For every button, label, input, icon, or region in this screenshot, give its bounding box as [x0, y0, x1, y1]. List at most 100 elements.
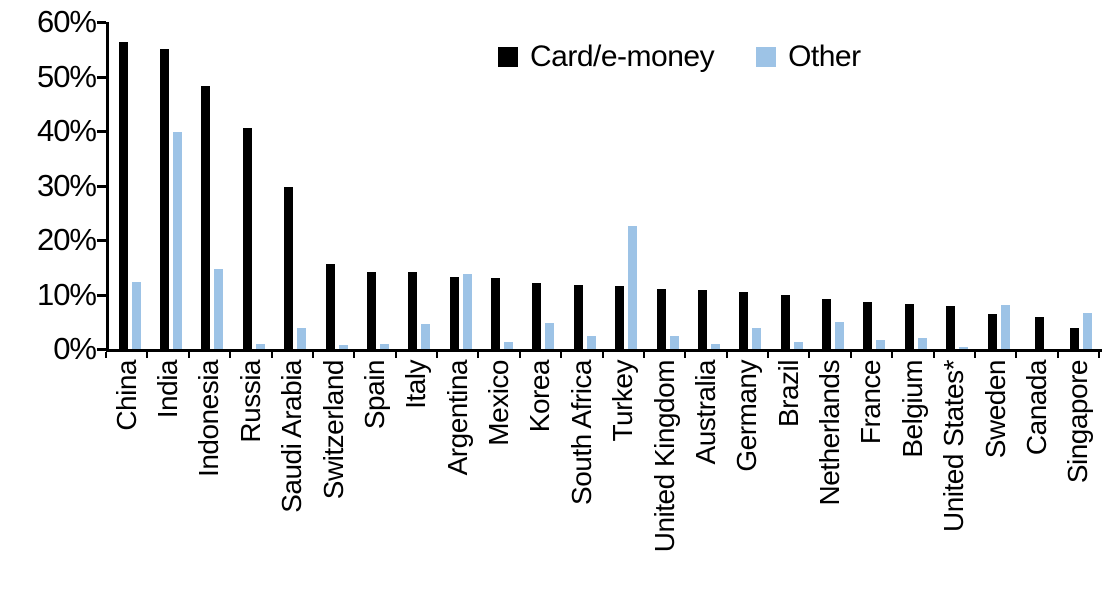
x-tick-label: Germany — [731, 360, 763, 472]
legend-swatch-card-e-money — [498, 47, 518, 67]
category-argentina — [440, 22, 481, 349]
y-tick-mark — [97, 184, 106, 188]
x-label-cell-turkey: Turkey — [603, 360, 644, 594]
x-tick-label: Switzerland — [317, 360, 349, 500]
bar-card-e-money-saudi-arabia — [284, 186, 294, 349]
bar-other-sweden — [1000, 304, 1010, 349]
category-turkey — [606, 22, 647, 349]
x-tick-label: Australia — [689, 360, 721, 465]
category-united-states- — [937, 22, 978, 349]
x-tick-mark — [891, 352, 894, 358]
category-russia — [233, 22, 274, 349]
x-axis-labels: China India Indonesia Russia Saudi Arabia Swi… — [106, 360, 1099, 594]
y-tick-label-20: 20% — [36, 222, 97, 257]
x-tick-mark — [105, 352, 107, 358]
y-tick-label-50: 50% — [36, 58, 97, 94]
x-tick-label: Canada — [1020, 360, 1052, 456]
x-tick-mark — [1056, 352, 1059, 358]
bar-other-turkey — [628, 226, 638, 349]
x-tick-mark — [1015, 352, 1018, 358]
y-tick-label-30: 30% — [36, 167, 97, 203]
x-label-cell-saudi-arabia: Saudi Arabia — [272, 360, 313, 594]
category-switzerland — [316, 22, 357, 349]
legend: Card/e-money Other — [498, 40, 861, 74]
bar-card-e-money-france — [863, 301, 873, 349]
bar-card-e-money-turkey — [615, 285, 625, 349]
x-label-cell-switzerland: Switzerland — [313, 360, 354, 594]
x-label-cell-netherlands: Netherlands — [809, 360, 850, 594]
category-france — [854, 22, 895, 349]
x-tick-label: China — [110, 360, 142, 431]
x-tick-mark — [311, 352, 314, 358]
x-label-cell-india: India — [147, 360, 188, 594]
bar-other-switzerland — [338, 344, 348, 349]
bar-card-e-money-china — [118, 42, 128, 349]
x-tick-label: Indonesia — [193, 360, 225, 477]
category-spain — [357, 22, 398, 349]
bar-other-united-kingdom — [669, 336, 679, 349]
x-tick-label: Netherlands — [814, 360, 846, 506]
category-korea — [523, 22, 564, 349]
x-tick-mark — [477, 352, 480, 358]
x-tick-mark — [601, 352, 604, 358]
category-india — [150, 22, 191, 349]
x-label-cell-canada: Canada — [1016, 360, 1057, 594]
y-tick-label-10: 10% — [36, 276, 97, 312]
x-label-cell-spain: Spain — [354, 360, 395, 594]
bar-card-e-money-sweden — [987, 313, 997, 349]
x-tick-mark — [229, 352, 232, 358]
bar-other-italy — [421, 323, 431, 349]
bar-card-e-money-united-states- — [946, 305, 956, 349]
bar-other-belgium — [917, 337, 927, 349]
x-label-cell-sweden: Sweden — [975, 360, 1016, 594]
x-tick-mark — [642, 352, 645, 358]
x-tick-mark — [932, 352, 935, 358]
x-tick-mark — [436, 352, 438, 358]
category-mexico — [481, 22, 522, 349]
bar-other-netherlands — [835, 322, 845, 349]
x-tick-label: Spain — [358, 360, 390, 430]
x-label-cell-united-kingdom: United Kingdom — [644, 360, 685, 594]
bar-card-e-money-switzerland — [325, 263, 335, 349]
y-tick-mark — [97, 239, 106, 242]
bar-other-korea — [545, 323, 555, 349]
bar-card-e-money-singapore — [1070, 327, 1080, 349]
x-label-cell-korea: Korea — [520, 360, 561, 594]
y-tick-mark — [97, 293, 106, 297]
bar-other-singapore — [1083, 312, 1093, 349]
y-tick-mark — [97, 75, 106, 79]
bar-other-india — [173, 132, 183, 349]
x-label-cell-belgium: Belgium — [892, 360, 933, 594]
x-label-cell-russia: Russia — [230, 360, 271, 594]
legend-label-card-e-money: Card/e-money — [530, 40, 715, 73]
category-south-africa — [564, 22, 605, 349]
x-tick-mark — [767, 352, 769, 358]
x-tick-label: Brazil — [772, 360, 804, 428]
bar-other-australia — [710, 343, 720, 349]
bar-other-spain — [379, 343, 389, 349]
category-germany — [730, 22, 771, 349]
x-tick-label: India — [152, 360, 184, 419]
x-tick-mark — [808, 352, 811, 358]
x-tick-mark — [518, 352, 521, 358]
category-netherlands — [812, 22, 853, 349]
category-brazil — [771, 22, 812, 349]
category-italy — [399, 22, 440, 349]
x-tick-label: Saudi Arabia — [276, 360, 308, 513]
bar-card-e-money-brazil — [780, 294, 790, 349]
plot-area — [106, 22, 1102, 352]
bar-card-e-money-russia — [242, 128, 252, 349]
x-tick-mark — [187, 352, 190, 358]
category-china — [109, 22, 150, 349]
x-tick-label: United Kingdom — [648, 360, 680, 553]
category-indonesia — [192, 22, 233, 349]
x-label-cell-australia: Australia — [685, 360, 726, 594]
legend-item-other: Other — [756, 40, 861, 74]
x-tick-label: Korea — [524, 360, 556, 433]
x-label-cell-germany: Germany — [727, 360, 768, 594]
x-tick-mark — [560, 352, 563, 358]
bar-other-brazil — [793, 342, 803, 349]
bar-card-e-money-indonesia — [201, 85, 211, 349]
x-tick-mark — [849, 352, 852, 358]
bar-card-e-money-argentina — [449, 276, 459, 349]
